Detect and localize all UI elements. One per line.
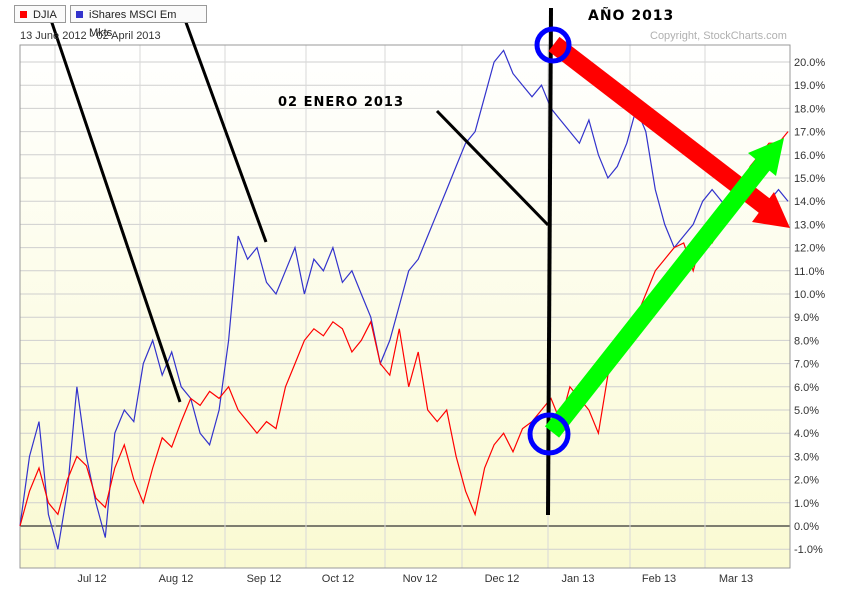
y-tick-label: 1.0% xyxy=(794,498,819,510)
vertical-marker-line xyxy=(546,7,553,516)
annotation-date: 02 ENERO 2013 xyxy=(278,95,405,110)
y-tick-label: 20.0% xyxy=(794,57,825,69)
legend-item-eem: iShares MSCI Em Mkts xyxy=(70,5,207,39)
y-tick-label: 6.0% xyxy=(794,382,819,394)
y-tick-label: 4.0% xyxy=(794,428,819,440)
x-tick-label: Sep 12 xyxy=(247,573,282,585)
annotation-overlay xyxy=(48,7,790,516)
plot-frame xyxy=(19,44,791,569)
x-tick-label: Jul 12 xyxy=(77,573,106,585)
y-tick-label: 14.0% xyxy=(794,196,825,208)
y-tick-label: 2.0% xyxy=(794,475,819,487)
x-tick-label: Dec 12 xyxy=(485,573,520,585)
x-tick-label: Feb 13 xyxy=(642,573,676,585)
legend-label-eem: iShares MSCI Em Mkts xyxy=(89,9,177,39)
y-tick-label: 8.0% xyxy=(794,335,819,347)
x-tick-label: Nov 12 xyxy=(403,573,438,585)
y-tick-label: 16.0% xyxy=(794,150,825,162)
y-tick-label: 10.0% xyxy=(794,289,825,301)
x-tick-label: Jan 13 xyxy=(561,573,594,585)
pointer-line-eem xyxy=(182,16,268,243)
legend-label-djia: DJIA xyxy=(33,9,57,21)
up-trend-arrow-head xyxy=(748,138,784,176)
y-axis-labels: 20.0% 19.0% 18.0% 17.0% 16.0% 15.0% 14.0% 13.0%… xyxy=(794,57,825,556)
y-tick-label: -1.0% xyxy=(794,544,823,556)
series-line-eem xyxy=(19,49,789,550)
y-tick-label: 3.0% xyxy=(794,451,819,463)
date-range: 13 June 2012 - 02 April 2013 xyxy=(20,30,161,42)
down-trend-arrow-shaft xyxy=(548,36,776,218)
y-tick-label: 15.0% xyxy=(794,173,825,185)
x-axis-labels: Jul 12 Aug 12 Sep 12 Oct 12 Nov 12 Dec 12 Jan … xyxy=(77,573,753,585)
down-trend-arrow-head xyxy=(752,192,790,228)
y-tick-label: 7.0% xyxy=(794,359,819,371)
pointer-line-djia xyxy=(48,16,182,403)
y-tick-label: 9.0% xyxy=(794,312,819,324)
copyright-text: Copyright, StockCharts.com xyxy=(650,30,787,42)
legend-swatch-djia xyxy=(20,11,27,18)
y-tick-label: 12.0% xyxy=(794,243,825,255)
x-tick-label: Oct 12 xyxy=(322,573,354,585)
plot-background xyxy=(20,45,790,568)
legend-swatch-eem xyxy=(76,11,83,18)
x-tick-label: Mar 13 xyxy=(719,573,753,585)
annotation-year: AÑO 2013 xyxy=(588,8,675,24)
pointer-line-date xyxy=(435,109,550,227)
y-tick-label: 11.0% xyxy=(794,266,825,278)
up-trend-arrow-shaft xyxy=(544,152,776,438)
legend-item-djia: DJIA xyxy=(14,5,66,23)
y-tick-label: 5.0% xyxy=(794,405,819,417)
y-tick-label: 0.0% xyxy=(794,521,819,533)
x-tick-label: Aug 12 xyxy=(159,573,194,585)
highlight-circle-top xyxy=(534,26,572,64)
highlight-circle-bottom xyxy=(527,412,571,456)
y-tick-label: 19.0% xyxy=(794,80,825,92)
y-tick-label: 18.0% xyxy=(794,103,825,115)
series-line-djia xyxy=(19,131,789,527)
y-tick-label: 17.0% xyxy=(794,127,825,139)
y-tick-label: 13.0% xyxy=(794,219,825,231)
